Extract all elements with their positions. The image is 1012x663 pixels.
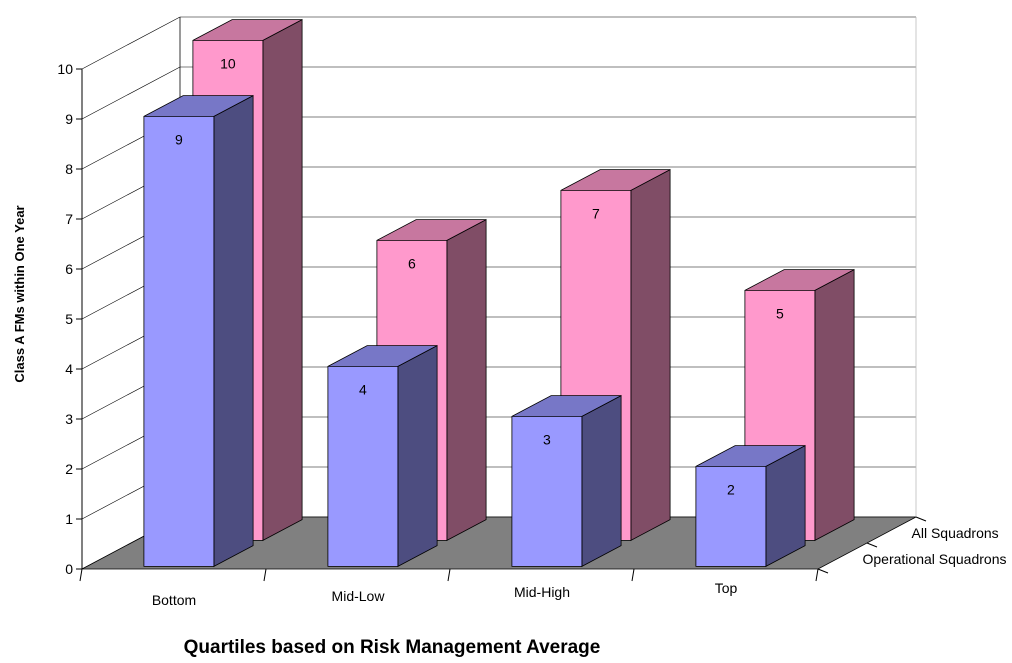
bar-front: [143, 116, 215, 567]
x-tick-mark: [815, 568, 819, 582]
y-tick-label: 7: [65, 211, 73, 227]
y-tick-label: 9: [65, 111, 73, 127]
y-tick-label: 3: [65, 411, 73, 427]
bar-side: [630, 168, 671, 542]
x-tick-label: Bottom: [152, 592, 196, 608]
bar-value-label: 4: [359, 381, 367, 397]
bar-value-label: 6: [408, 255, 416, 271]
x-axis-title: Quartiles based on Risk Management Avera…: [184, 637, 601, 658]
y-tick-label: 6: [65, 261, 73, 277]
chart-bars: 10 6 7 5 9 4 3 2: [143, 18, 855, 568]
bar-value-label: 5: [776, 305, 784, 321]
y-tick-label: 4: [65, 361, 73, 377]
x-tick-mark: [79, 568, 83, 582]
y-tick-label: 10: [57, 61, 73, 77]
y-axis-title: Class A FMs within One Year: [12, 205, 27, 382]
bar-side: [397, 344, 438, 568]
bar-front: [327, 365, 399, 567]
depth-tick-mark: [866, 542, 878, 548]
bar-side: [814, 268, 855, 542]
chart-labels: 0 1 2 3 4 5 6 7 8 9 10 Bottom Mid-Low Mid-High Top All …: [57, 61, 1006, 608]
x-tick-label: Mid-High: [514, 584, 570, 600]
bar-value-label: 10: [220, 55, 236, 71]
bar-side: [581, 394, 622, 568]
x-tick-mark: [631, 568, 635, 582]
y-tick-label: 0: [65, 561, 73, 577]
bar-front: [511, 415, 583, 567]
y-tick-label: 1: [65, 511, 73, 527]
bar-side: [213, 94, 254, 568]
x-tick-label: Mid-Low: [332, 588, 386, 604]
x-tick-mark: [263, 568, 267, 582]
bar-0-1: 4: [327, 344, 438, 568]
bar-value-label: 7: [592, 205, 600, 221]
y-tick-label: 8: [65, 161, 73, 177]
y-tick-label: 2: [65, 461, 73, 477]
bar-value-label: 3: [543, 431, 551, 447]
x-tick-mark: [447, 568, 451, 582]
bar-0-2: 3: [511, 394, 622, 568]
depth-tick-mark: [915, 516, 927, 522]
bar-value-label: 2: [727, 481, 735, 497]
y-tick-label: 5: [65, 311, 73, 327]
depth-tick-mark: [817, 568, 829, 574]
depth-label: Operational Squadrons: [863, 551, 1007, 567]
depth-label: All Squadrons: [912, 525, 999, 541]
side-gridline: [81, 66, 181, 120]
bar-side: [446, 218, 487, 542]
x-tick-label: Top: [715, 580, 738, 596]
side-gridline: [81, 16, 181, 70]
bar-side: [262, 18, 303, 542]
bar-value-label: 9: [175, 131, 183, 147]
bar-0-3: 2: [695, 444, 806, 568]
bar-front: [695, 465, 767, 567]
bar-0-0: 9: [143, 94, 254, 568]
